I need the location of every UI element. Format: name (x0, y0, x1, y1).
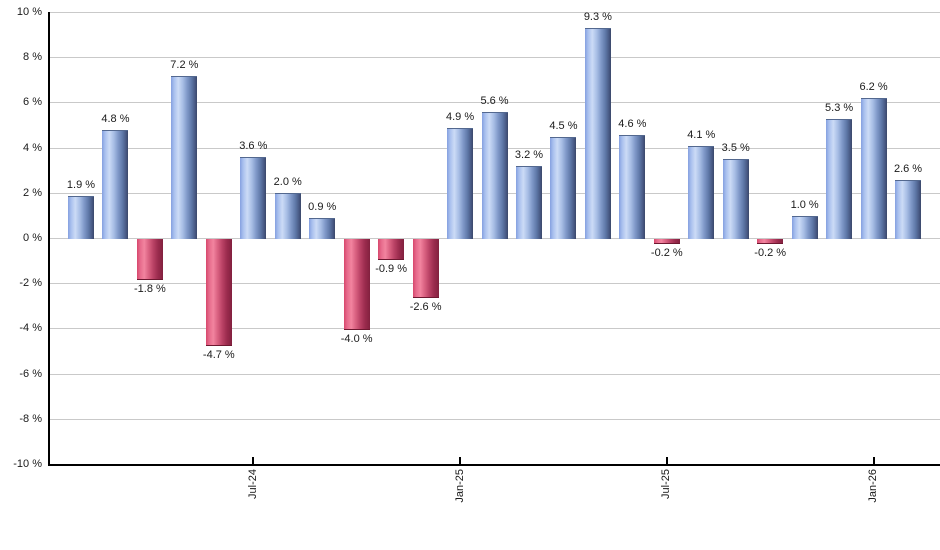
bar-May-24 (171, 75, 198, 240)
bar-Sep-25 (722, 159, 749, 240)
bar-Jun-25 (619, 134, 646, 240)
bar-value-label: 4.6 % (618, 117, 647, 130)
bar-value-label: 3.2 % (514, 149, 544, 162)
x-tick-label: Jan-25 (453, 469, 466, 503)
y-axis-line (48, 12, 50, 466)
bar-Jun-24 (205, 238, 232, 346)
bar-value-label: 2.6 % (893, 162, 923, 175)
bar-value-label: -0.9 % (375, 262, 408, 275)
bar-value-label: 0.9 % (308, 201, 337, 214)
bar-value-label: -4.0 % (340, 332, 373, 345)
bar-Jan-26 (860, 98, 887, 240)
x-tick-label: Jul-24 (246, 469, 259, 499)
y-tick-label: 4 % (23, 141, 42, 154)
gridline (48, 57, 940, 59)
x-axis-line (48, 463, 940, 466)
bar-Feb-26 (895, 179, 922, 240)
y-tick-label: -4 % (19, 322, 42, 335)
bar-Nov-25 (791, 215, 818, 240)
x-tick-mark (872, 456, 875, 465)
bar-value-label: 3.6 % (239, 140, 268, 153)
bar-Aug-24 (274, 193, 301, 240)
bar-Aug-25 (688, 145, 715, 240)
y-tick-label: 2 % (23, 186, 42, 199)
bar-Dec-24 (412, 238, 439, 299)
y-tick-label: -2 % (19, 277, 42, 290)
bar-value-label: -1.8 % (134, 283, 166, 296)
y-tick-label: -6 % (19, 367, 42, 380)
x-tick-label: Jul-25 (660, 469, 673, 499)
bar-value-label: 4.9 % (445, 110, 475, 123)
bar-value-label: 9.3 % (583, 11, 612, 24)
bar-value-label: -4.7 % (202, 348, 235, 361)
bar-value-label: -0.2 % (650, 247, 683, 260)
x-tick-mark (252, 456, 255, 465)
bar-Feb-25 (481, 111, 508, 240)
bar-value-label: 5.6 % (480, 94, 509, 107)
bar-value-label: 5.3 % (825, 101, 854, 114)
bar-Feb-24 (68, 195, 94, 240)
bar-Apr-24 (136, 238, 163, 281)
gridline (48, 12, 940, 13)
bar-Mar-25 (515, 166, 542, 240)
bar-Apr-25 (550, 136, 577, 240)
y-tick-label: -10 % (13, 458, 42, 470)
gridline (48, 102, 940, 104)
bar-Oct-25 (757, 238, 784, 245)
gridline (48, 283, 940, 285)
bar-value-label: 7.2 % (170, 58, 199, 71)
y-tick-label: 6 % (23, 96, 42, 109)
y-tick-label: -8 % (19, 412, 42, 425)
bar-Jul-24 (240, 157, 267, 240)
bar-value-label: 1.9 % (66, 178, 96, 191)
x-tick-label: Jan-26 (867, 469, 880, 503)
bar-Jul-25 (653, 238, 680, 245)
bar-Nov-24 (378, 238, 405, 260)
bar-value-label: 1.0 % (790, 198, 819, 211)
y-tick-label: 8 % (23, 51, 42, 64)
y-tick-label: 10 % (16, 6, 42, 18)
bar-value-label: 4.8 % (101, 113, 130, 126)
x-tick-mark (459, 456, 462, 465)
bar-value-label: -2.6 % (409, 301, 442, 314)
bar-value-label: 2.0 % (273, 176, 302, 189)
bar-value-label: 4.5 % (549, 119, 578, 132)
gridline (48, 373, 940, 375)
bar-value-label: 4.1 % (687, 128, 716, 141)
bar-value-label: 6.2 % (859, 81, 888, 94)
bar-Sep-24 (309, 218, 336, 240)
bar-value-label: 3.5 % (721, 142, 750, 155)
gridline (48, 328, 940, 330)
bar-Jan-25 (447, 127, 474, 240)
bar-Dec-25 (826, 118, 853, 240)
y-tick-label: 0 % (23, 232, 42, 244)
bar-Mar-24 (102, 130, 129, 240)
x-tick-mark (665, 456, 668, 465)
gridline (48, 418, 940, 420)
bar-May-25 (584, 28, 611, 240)
bar-Oct-24 (343, 238, 370, 330)
bar-value-label: -0.2 % (754, 247, 787, 260)
